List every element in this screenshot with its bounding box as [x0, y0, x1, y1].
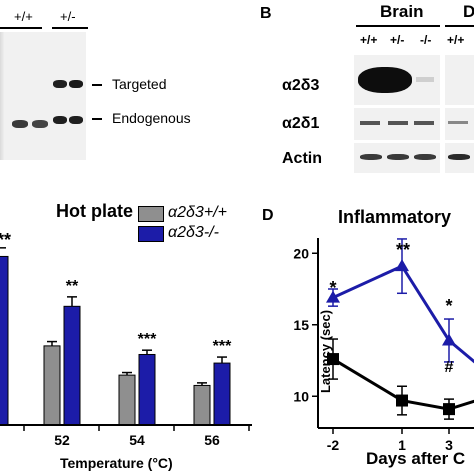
x-tick-label: 54: [129, 432, 145, 448]
y-tick-label: 15: [293, 317, 309, 333]
lane-group-line-wt: [0, 27, 42, 29]
x-tick-label: 56: [204, 432, 220, 448]
blot-strip-actin-d: [445, 143, 474, 173]
blot-strip-a2d1-d: [445, 108, 474, 140]
endogenous-marker: [92, 118, 102, 120]
row-label-a2d1: α2δ1: [282, 115, 320, 132]
data-point-triangle: [326, 290, 340, 303]
panel-letter-d: D: [262, 207, 274, 224]
legend-swatch-wt: [138, 206, 164, 222]
tissue-label-d: D: [463, 2, 474, 21]
tissue-line-brain: [356, 25, 440, 27]
chart-title-inflammatory: Inflammatory: [338, 207, 452, 227]
endogenous-label: Endogenous: [112, 110, 191, 126]
row-label-a2d3: α2δ3: [282, 77, 320, 94]
series-line-blue: [332, 264, 474, 364]
genotype-label: +/+: [360, 33, 378, 47]
significance-marker: **: [396, 240, 410, 260]
endogenous-band: [32, 120, 48, 128]
genotype-label: +/-: [390, 33, 405, 47]
endogenous-band: [69, 116, 83, 124]
endogenous-band: [53, 116, 67, 124]
data-point-square: [327, 353, 339, 366]
significance-marker: ***: [213, 338, 232, 355]
data-point-square: [396, 394, 408, 407]
x-axis-label-temperature: Temperature (°C): [60, 455, 173, 471]
lane-label-wt: +/+: [14, 9, 33, 24]
data-point-triangle: [395, 259, 409, 272]
blot-strip-a2d3: [354, 55, 440, 105]
x-tick-label: 52: [54, 432, 70, 448]
lane-label-het: +/-: [60, 9, 76, 24]
legend-swatch-ko: [138, 226, 164, 242]
legend-label-wt: α2δ3+/+: [168, 204, 227, 221]
genotype-label: +/+: [447, 33, 465, 47]
x-axis-label-days: Days after C: [366, 449, 466, 468]
blot-image: [0, 32, 86, 160]
row-label-actin: Actin: [282, 150, 322, 167]
targeted-marker: [92, 84, 102, 86]
significance-marker: *: [445, 296, 452, 316]
x-tick-label: 1: [398, 437, 406, 453]
endogenous-band: [12, 120, 28, 128]
targeted-band: [53, 80, 67, 88]
x-tick-label: 3: [445, 437, 453, 453]
legend-label-ko: α2δ3-/-: [168, 224, 219, 241]
x-tick-label: -2: [327, 437, 340, 453]
targeted-band: [69, 80, 83, 88]
chart-title-hot-plate: Hot plate: [56, 201, 134, 221]
significance-marker: *: [329, 278, 336, 298]
panel-letter-b: B: [260, 5, 272, 22]
series-line-black: [332, 357, 474, 411]
blot-strip-actin: [354, 143, 440, 173]
data-point-square: [443, 403, 455, 416]
significance-marker: **: [0, 230, 11, 250]
y-tick-label: 20: [293, 245, 309, 261]
tissue-label-brain: Brain: [380, 2, 424, 21]
genotype-label: -/-: [420, 33, 432, 47]
blot-strip-a2d1: [354, 108, 440, 140]
significance-marker: ***: [138, 331, 157, 348]
targeted-label: Targeted: [112, 76, 167, 92]
blot-strip-a2d3-d: [445, 55, 474, 105]
significance-marker: #: [445, 359, 454, 376]
lane-group-line-het: [52, 27, 88, 29]
significance-marker: **: [66, 278, 79, 295]
data-point-triangle: [442, 333, 456, 346]
tissue-line-d: [445, 25, 474, 27]
y-tick-label: 10: [293, 388, 309, 404]
